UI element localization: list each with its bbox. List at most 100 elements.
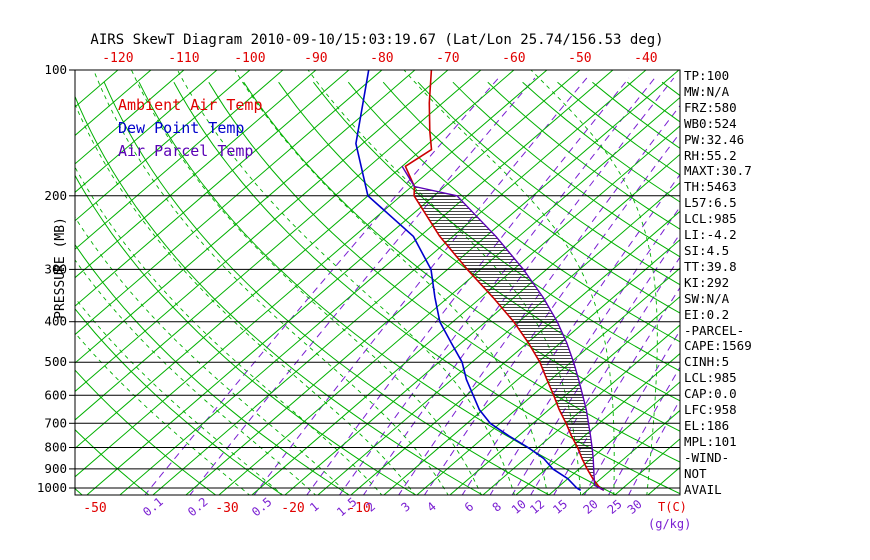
pressure-tick-label: 900: [44, 461, 67, 476]
dry-adiabat-line: [138, 81, 618, 495]
stat-line: TT:39.8: [684, 258, 737, 274]
dry-adiabat-line: [452, 81, 680, 258]
mixing-ratio-line: [530, 256, 680, 495]
stat-line: SW:N/A: [684, 290, 730, 306]
mixing-ratio-tick-label: 25: [605, 497, 625, 517]
sounding-curves: [355, 70, 605, 491]
moist-adiabat-line: [403, 70, 615, 495]
mixing-ratio-line: [306, 77, 630, 495]
isotherm-line: [75, 70, 350, 307]
mixing-ratio-tick-label: 0.1: [140, 495, 166, 520]
stat-line: AVAIL: [684, 481, 722, 497]
stat-line: MW:N/A: [684, 83, 730, 99]
bottom-temp-tick-label: -10: [347, 501, 370, 516]
stat-line: LCL:985: [684, 370, 737, 386]
legend-dew-point-temp: Dew Point Temp: [118, 119, 244, 137]
stat-line: PW:32.46: [684, 131, 745, 147]
dry-adiabat-line: [243, 81, 680, 432]
isotherm-line: [75, 70, 317, 279]
mixing-ratio-tick-label: 0.2: [185, 495, 211, 520]
mixing-ratio-tick-label: 20: [581, 497, 601, 517]
cape-hatch-polygon: [414, 187, 595, 480]
top-temp-tick-label: -70: [436, 51, 459, 66]
isotherm-line: [119, 70, 614, 495]
stat-line: KI:292: [684, 274, 730, 290]
stat-line: MPL:101: [684, 433, 737, 449]
top-temp-tick-label: -100: [234, 51, 265, 66]
pressure-tick-label: 300: [44, 261, 67, 276]
mixing-ratio-line: [628, 398, 680, 495]
mixing-ratio-tick-label: 12: [527, 497, 547, 517]
moist-adiabat-line: [75, 216, 350, 495]
dry-adiabat-line: [417, 81, 680, 286]
dry-adiabat-line: [75, 243, 350, 495]
stat-line: FRZ:580: [684, 99, 737, 115]
skewt-background-grid: [75, 70, 680, 495]
isotherm-line: [383, 239, 680, 495]
isotherm-line: [86, 70, 581, 495]
isotherm-line: [482, 324, 680, 495]
pressure-tick-label: 1000: [37, 480, 67, 495]
dry-adiabat-line: [522, 81, 680, 203]
dry-adiabat-line: [173, 81, 680, 495]
moist-adiabat-line: [93, 70, 449, 495]
moist-adiabat-line: [130, 70, 482, 495]
mixing-ratio-tick-label: 6: [462, 499, 477, 514]
mixing-ratio-tick-label: 3: [398, 499, 413, 514]
pressure-tick-label: 600: [44, 387, 67, 402]
isotherm-line: [75, 70, 482, 421]
top-temp-tick-label: -50: [568, 51, 591, 66]
top-temp-tick-label: -60: [502, 51, 525, 66]
stat-line: EL:186: [684, 417, 730, 433]
chart-title: AIRS SkewT Diagram 2010-09-10/15:03:19.6…: [90, 32, 663, 48]
pressure-tick-label: 400: [44, 314, 67, 329]
stat-line: -WIND-: [684, 449, 730, 465]
ambient-air-temp-curve: [404, 70, 605, 491]
mixing-ratio-tick-label: 30: [625, 497, 645, 517]
pressure-tick-label: 500: [44, 354, 67, 369]
cape-hatch-area: [414, 187, 595, 480]
isotherm-line: [75, 70, 548, 478]
stat-line: EI:0.2: [684, 306, 730, 322]
mixing-ratio-line: [253, 77, 588, 495]
legend-ambient-air-temp: Ambient Air Temp: [118, 96, 263, 114]
isotherm-line: [75, 70, 284, 250]
stat-line: SI:4.5: [684, 242, 730, 258]
top-temp-tick-label: -40: [634, 51, 657, 66]
stat-line: TP:100: [684, 68, 730, 83]
isotherm-line: [350, 210, 680, 495]
isotherm-line: [581, 409, 680, 495]
isotherm-line: [449, 295, 680, 495]
legend: Ambient Air Temp Dew Point Temp Air Parc…: [118, 96, 263, 160]
pressure-tick-label: 700: [44, 415, 67, 430]
pressure-tick-label: 200: [44, 188, 67, 203]
bottom-temp-tick-label: -30: [215, 501, 238, 516]
mixing-ratio-line: [338, 77, 656, 495]
isotherm-line: [152, 70, 647, 495]
stat-line: CINH:5: [684, 354, 730, 370]
isotherm-line: [317, 182, 680, 495]
mixing-ratio-line: [189, 77, 536, 495]
top-temp-tick-label: -120: [102, 51, 133, 66]
isotherm-line: [75, 70, 449, 393]
isotherm-line: [218, 96, 680, 495]
isotherm-line: [75, 70, 251, 222]
isotherm-line: [647, 466, 680, 495]
stat-line: LFC:958: [684, 402, 737, 418]
legend-air-parcel-temp: Air Parcel Temp: [118, 142, 253, 160]
top-temp-tick-label: -110: [168, 51, 199, 66]
mixing-unit-label: (g/kg): [648, 517, 691, 531]
dry-adiabat-line: [557, 81, 680, 176]
stat-line: NOT: [684, 465, 707, 481]
dry-adiabat-line: [347, 81, 680, 343]
isotherm-line: [75, 70, 383, 336]
plot-frame: [69, 69, 681, 496]
dry-adiabat-line: [208, 81, 680, 463]
isotherm-line: [515, 352, 680, 495]
dry-adiabat-line: [75, 95, 484, 495]
mixing-ratio-tick-label: 15: [550, 497, 570, 517]
stat-line: MAXT:30.7: [684, 163, 752, 179]
stats-panel: TP:100 MW:N/A FRZ:580 WB0:524 PW:32.46 RH:55.…: [684, 68, 752, 497]
